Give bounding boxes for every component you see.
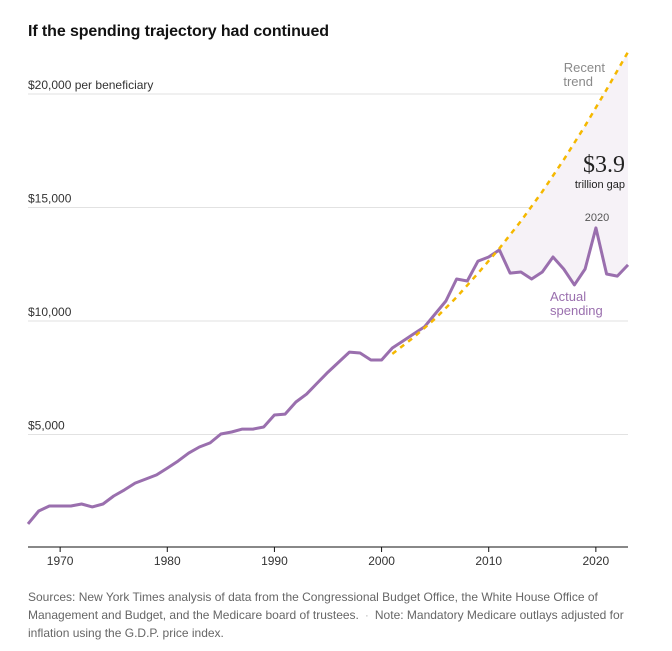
y-tick-label: $15,000 <box>28 192 72 206</box>
x-tick-label: 1980 <box>154 554 181 568</box>
y-tick-label: $5,000 <box>28 419 65 433</box>
gap-unit: trillion gap <box>575 179 625 191</box>
sources-text: Sources: New York Times analysis of data… <box>28 590 598 622</box>
x-tick-label: 2020 <box>583 554 610 568</box>
x-axis-ticks: 1970 1980 1990 2000 2010 2020 <box>47 547 610 568</box>
chart: $5,000 $10,000 $15,000 $20,000 per benefici… <box>26 51 630 568</box>
recent-trend-line <box>391 51 630 355</box>
y-tick-label: $10,000 <box>28 305 72 319</box>
note-text: Note: Mandatory Medicare outlays adjuste… <box>28 608 624 640</box>
gap-value: $3.9 <box>583 152 625 178</box>
source-note: Sources: New York Times analysis of data… <box>28 588 628 642</box>
year-2020-label: 2020 <box>585 212 609 224</box>
x-tick-label: 1990 <box>261 554 288 568</box>
x-tick-label: 2000 <box>368 554 395 568</box>
x-tick-label: 2010 <box>475 554 502 568</box>
y-tick-label: $20,000 per beneficiary <box>28 78 153 92</box>
actual-spending-line <box>26 226 630 525</box>
recent-trend-label-line1: Recent <box>564 60 606 75</box>
actual-spending-label-line1: Actual <box>550 289 586 304</box>
gridlines <box>28 93 628 435</box>
actual-spending-label-line2: spending <box>550 303 603 318</box>
separator: · <box>364 608 369 622</box>
y-axis-labels: $5,000 $10,000 $15,000 $20,000 per benefici… <box>28 78 153 433</box>
chart-title: If the spending trajectory had continued <box>28 23 329 40</box>
x-tick-label: 1970 <box>47 554 74 568</box>
recent-trend-label-line2: trend <box>563 74 593 89</box>
